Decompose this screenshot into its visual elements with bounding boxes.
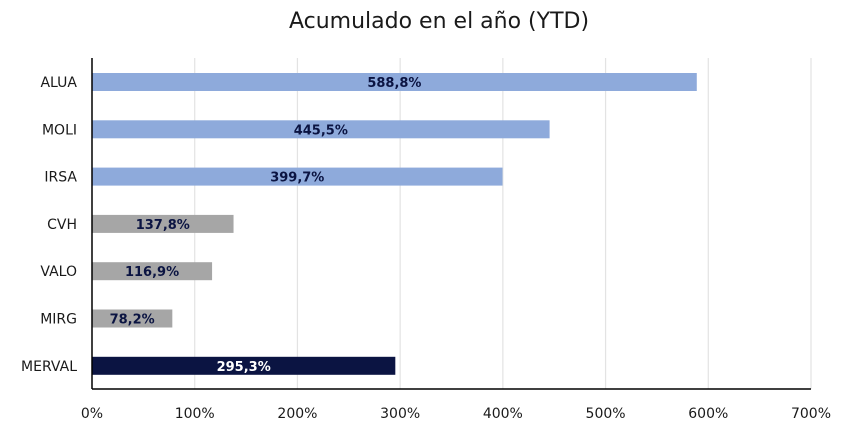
x-tick-label: 600% <box>688 406 728 422</box>
bar <box>92 356 396 375</box>
data-label: 116,9% <box>125 265 179 280</box>
bar <box>92 120 550 139</box>
category-label: VALO <box>40 264 77 280</box>
data-label: 399,7% <box>270 171 324 186</box>
x-tick-label: 500% <box>586 406 626 422</box>
bars: 588,8% 445,5% 399,7% 137,8% 116,9% 78,2% 295,3… <box>92 73 697 375</box>
x-tick-label: 100% <box>175 406 215 422</box>
x-tick-label: 700% <box>791 406 831 422</box>
x-tick-label: 0% <box>81 406 103 422</box>
x-tick-labels: 0% 100% 200% 300% 400% 500% 600% 700% <box>81 406 831 422</box>
data-label: 445,5% <box>294 123 348 138</box>
category-label: CVH <box>47 217 77 233</box>
category-label: MIRG <box>40 312 77 328</box>
data-label: 137,8% <box>136 218 190 233</box>
x-tick-label: 400% <box>483 406 523 422</box>
gridlines <box>194 58 812 389</box>
bar <box>92 309 173 328</box>
chart-title: Acumulado en el año (YTD) <box>289 9 589 34</box>
category-label: MERVAL <box>21 359 77 375</box>
category-label: ALUA <box>40 75 77 91</box>
category-label: MOLI <box>42 122 77 138</box>
category-label: IRSA <box>44 170 77 186</box>
x-tick-label: 200% <box>277 406 317 422</box>
x-tick-label: 300% <box>380 406 420 422</box>
data-label: 78,2% <box>110 313 155 328</box>
data-label: 588,8% <box>367 76 421 91</box>
bar <box>92 262 213 281</box>
bar <box>92 167 503 186</box>
bar <box>92 73 697 91</box>
category-labels: ALUA MOLI IRSA CVH VALO MIRG MERVAL <box>21 75 77 375</box>
bar <box>92 214 234 233</box>
data-label: 295,3% <box>217 360 271 375</box>
